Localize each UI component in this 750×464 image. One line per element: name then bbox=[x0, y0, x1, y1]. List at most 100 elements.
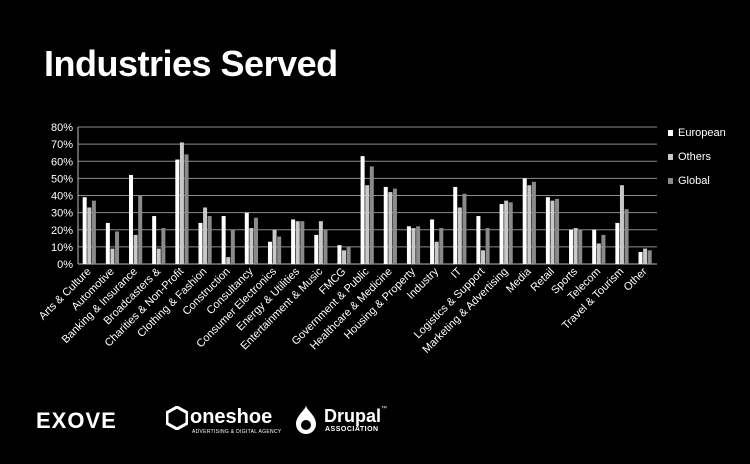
bar-global bbox=[346, 246, 351, 265]
bar-european bbox=[221, 216, 226, 264]
bar-others bbox=[527, 185, 532, 264]
bar-others bbox=[365, 185, 370, 264]
bar-others bbox=[550, 200, 555, 264]
oneshoe-tagline: ADVERTISING & DIGITAL AGENCY bbox=[192, 429, 282, 435]
bar-global bbox=[462, 193, 467, 264]
bar-others bbox=[203, 207, 208, 264]
bar-others bbox=[504, 200, 509, 264]
bar-european bbox=[82, 197, 87, 264]
y-tick-label: 50% bbox=[51, 173, 73, 185]
bar-others bbox=[434, 241, 439, 264]
y-tick-label: 70% bbox=[51, 139, 73, 151]
industries-bar-chart: 0%10%20%30%40%50%60%70%80%Arts & Culture… bbox=[37, 122, 726, 356]
bar-global bbox=[531, 181, 536, 264]
bar-global bbox=[647, 250, 652, 264]
legend-label: European bbox=[678, 127, 726, 139]
x-tick-label: Media bbox=[504, 265, 534, 295]
oneshoe-wordmark: oneshoe bbox=[190, 406, 273, 428]
bar-others bbox=[226, 257, 231, 264]
bar-others bbox=[643, 248, 648, 264]
bar-global bbox=[230, 229, 235, 264]
bar-european bbox=[406, 226, 411, 264]
bar-others bbox=[596, 243, 601, 264]
bar-european bbox=[522, 178, 527, 265]
bar-european bbox=[360, 156, 365, 264]
bar-european bbox=[129, 174, 133, 264]
y-tick-label: 10% bbox=[51, 242, 73, 254]
bar-european bbox=[430, 219, 435, 264]
bar-european bbox=[175, 159, 180, 264]
bar-global bbox=[601, 234, 606, 264]
bar-global bbox=[323, 229, 328, 264]
bar-others bbox=[318, 221, 323, 264]
bar-others bbox=[619, 185, 624, 264]
bar-global bbox=[277, 236, 282, 264]
bar-global bbox=[161, 228, 166, 264]
legend-swatch bbox=[668, 154, 673, 160]
bar-others bbox=[249, 228, 254, 264]
x-tick-label: Other bbox=[622, 265, 650, 293]
bar-global bbox=[138, 195, 143, 264]
bar-others bbox=[295, 221, 300, 264]
bar-global bbox=[91, 200, 96, 264]
bar-european bbox=[453, 186, 458, 264]
bar-global bbox=[555, 198, 560, 264]
y-tick-label: 80% bbox=[51, 122, 73, 134]
legend-label: Others bbox=[678, 151, 712, 163]
bar-global bbox=[300, 221, 305, 264]
bar-global bbox=[624, 209, 629, 264]
oneshoe-hexagon-icon bbox=[166, 406, 188, 430]
drupal-drop-icon bbox=[296, 405, 316, 434]
bar-global bbox=[508, 202, 513, 264]
bar-european bbox=[383, 186, 388, 264]
bar-european bbox=[638, 252, 643, 264]
legend-label: Global bbox=[678, 175, 710, 187]
bar-european bbox=[545, 197, 550, 264]
bar-others bbox=[156, 248, 161, 264]
bar-global bbox=[115, 231, 120, 264]
bar-european bbox=[615, 222, 620, 264]
bar-others bbox=[573, 228, 578, 264]
bar-others bbox=[342, 250, 347, 264]
exove-logo: EXOVE bbox=[36, 408, 117, 433]
bar-others bbox=[272, 229, 277, 264]
drupal-wordmark: Drupal™ bbox=[324, 406, 388, 426]
bar-global bbox=[184, 154, 189, 264]
bar-global bbox=[207, 216, 212, 264]
bar-others bbox=[411, 228, 416, 264]
bar-european bbox=[476, 216, 481, 264]
bar-european bbox=[198, 222, 203, 264]
bar-others bbox=[457, 207, 462, 264]
bar-global bbox=[369, 166, 374, 264]
drupal-association-text: ASSOCIATION bbox=[325, 426, 379, 433]
legend-swatch bbox=[668, 178, 673, 184]
y-tick-label: 0% bbox=[57, 259, 73, 271]
bar-global bbox=[439, 228, 444, 264]
bar-others bbox=[481, 250, 485, 264]
bar-global bbox=[254, 217, 258, 264]
bar-european bbox=[244, 212, 249, 265]
bar-global bbox=[578, 229, 583, 264]
bar-global bbox=[392, 188, 397, 264]
bar-global bbox=[416, 226, 421, 264]
bar-european bbox=[592, 229, 597, 264]
bar-european bbox=[152, 216, 157, 264]
bar-european bbox=[569, 229, 574, 264]
bar-others bbox=[388, 192, 393, 264]
y-tick-label: 30% bbox=[51, 208, 73, 220]
bar-european bbox=[314, 234, 319, 264]
y-tick-label: 60% bbox=[51, 156, 73, 168]
slide-title: Industries Served bbox=[44, 43, 338, 84]
bar-european bbox=[337, 245, 342, 264]
bar-european bbox=[105, 222, 110, 264]
bar-others bbox=[110, 248, 115, 264]
y-tick-label: 40% bbox=[51, 191, 73, 203]
legend-swatch bbox=[668, 130, 673, 136]
bar-european bbox=[291, 219, 296, 264]
bar-european bbox=[499, 204, 504, 264]
bar-others bbox=[87, 207, 92, 264]
bar-others bbox=[133, 234, 138, 264]
bar-global bbox=[485, 228, 490, 264]
y-tick-label: 20% bbox=[51, 225, 73, 237]
bar-european bbox=[267, 241, 272, 264]
